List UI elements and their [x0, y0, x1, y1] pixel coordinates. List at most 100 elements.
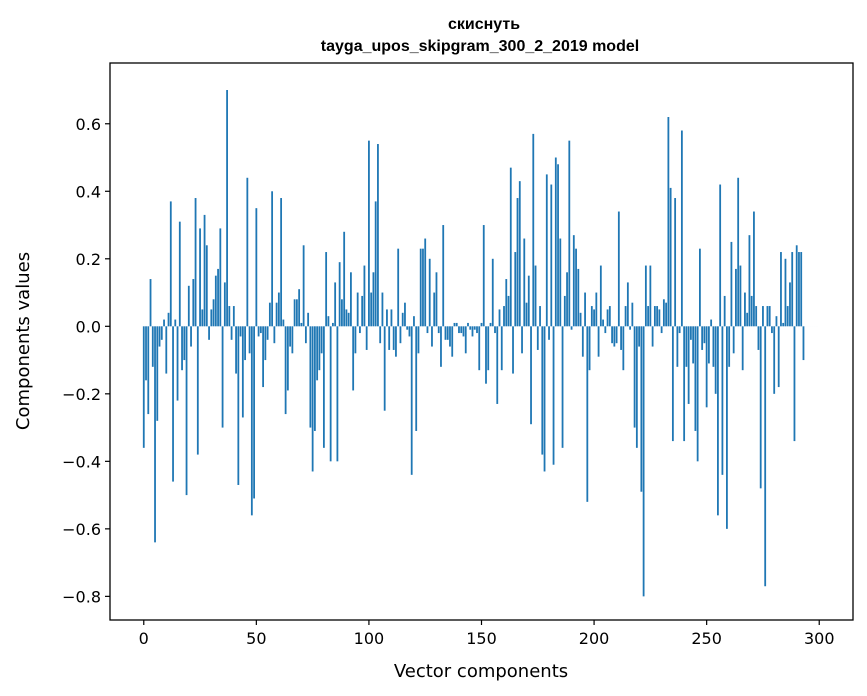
bar — [532, 133, 535, 327]
bar — [631, 302, 634, 327]
bar — [766, 306, 769, 327]
bar — [714, 326, 717, 394]
bar — [496, 326, 499, 404]
bar — [701, 326, 704, 350]
bar — [777, 326, 780, 388]
bar — [142, 326, 145, 448]
bar — [543, 326, 546, 472]
bar — [651, 326, 654, 347]
bar — [717, 326, 719, 516]
bar — [622, 326, 625, 371]
bar — [644, 265, 647, 327]
bar — [505, 279, 508, 327]
bar — [428, 258, 431, 327]
bar — [289, 326, 292, 347]
bar — [410, 326, 413, 475]
bar — [246, 177, 249, 327]
bar — [309, 326, 312, 428]
bar — [253, 326, 255, 499]
bar — [187, 285, 190, 327]
bar — [507, 295, 510, 327]
x-tick-label: 200 — [579, 629, 610, 648]
bar — [726, 326, 728, 529]
bar — [199, 228, 201, 327]
bar — [503, 306, 505, 327]
bar — [485, 326, 487, 384]
bar — [635, 326, 638, 448]
bar — [381, 292, 384, 327]
bar — [568, 140, 571, 327]
bar — [518, 181, 521, 327]
bar — [710, 319, 713, 327]
bar — [442, 225, 445, 327]
bar — [232, 306, 235, 327]
bar — [791, 252, 794, 327]
bar — [536, 326, 539, 350]
bar — [449, 326, 451, 347]
bar — [653, 306, 656, 327]
bar — [178, 221, 181, 327]
bar — [370, 292, 373, 327]
bar — [419, 248, 422, 327]
bar — [176, 326, 179, 401]
bar — [732, 326, 735, 354]
bar — [313, 326, 316, 431]
bar — [719, 184, 722, 327]
bar — [494, 326, 496, 334]
bar — [624, 306, 627, 327]
bar — [723, 295, 726, 327]
bar — [548, 326, 550, 340]
bar — [217, 268, 219, 327]
bar — [683, 326, 686, 442]
bar — [741, 326, 744, 371]
bar — [226, 90, 228, 327]
bar — [739, 265, 742, 327]
bar — [174, 319, 177, 327]
bar — [291, 326, 294, 354]
bar — [327, 316, 330, 327]
bar — [185, 326, 188, 496]
bar — [579, 312, 582, 327]
bar — [521, 326, 523, 354]
bar — [446, 326, 449, 340]
bar — [316, 326, 319, 381]
bar — [678, 326, 681, 334]
bar — [181, 326, 183, 371]
bar — [413, 316, 415, 327]
bar — [467, 322, 469, 327]
bar — [329, 326, 332, 462]
bar — [516, 198, 519, 327]
bar — [160, 326, 163, 340]
bar — [311, 326, 314, 472]
bar — [712, 326, 715, 367]
bar — [586, 326, 589, 502]
y-tick-label: −0.4 — [62, 452, 101, 471]
bar — [620, 326, 622, 350]
bar — [444, 326, 447, 340]
bar — [268, 302, 271, 327]
x-axis-label: Vector components — [394, 661, 568, 682]
bar — [602, 319, 604, 327]
bar — [608, 306, 611, 327]
bar — [773, 326, 776, 394]
bar — [275, 302, 278, 327]
x-tick-label: 250 — [691, 629, 722, 648]
bar — [692, 326, 695, 364]
bar — [705, 326, 708, 408]
bar — [669, 187, 672, 327]
bar — [487, 326, 490, 371]
bar — [417, 326, 420, 354]
bar — [534, 265, 537, 327]
bar — [545, 174, 548, 327]
bar — [737, 177, 740, 327]
bar — [735, 268, 737, 327]
bar — [476, 326, 478, 334]
bar — [361, 295, 364, 327]
bar — [356, 292, 359, 327]
bar — [658, 309, 661, 327]
bar — [570, 326, 573, 330]
bar — [374, 201, 377, 327]
bar — [577, 268, 580, 327]
bar — [798, 252, 800, 327]
